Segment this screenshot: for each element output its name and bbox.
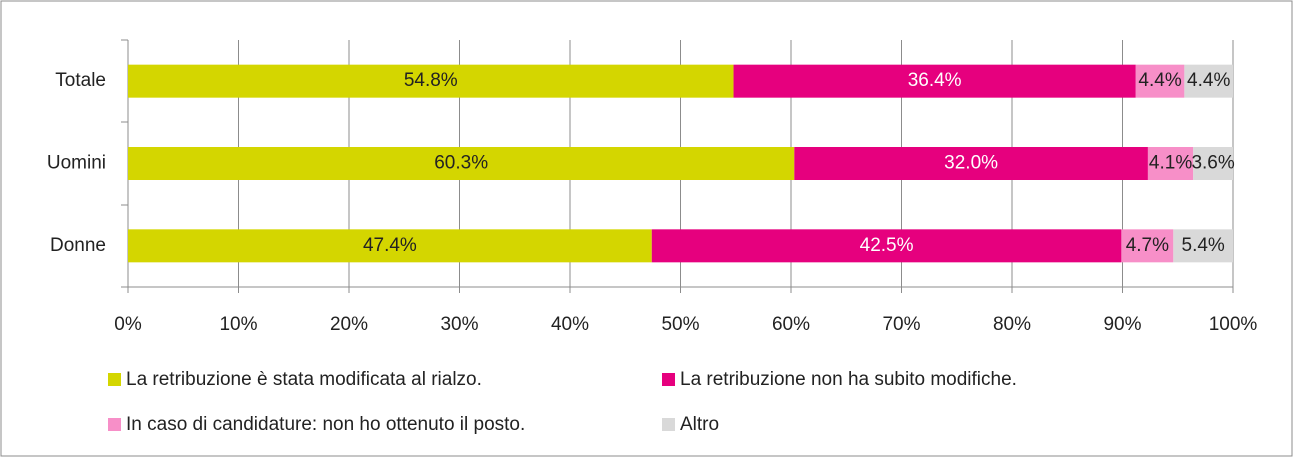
x-tick-label: 0% xyxy=(114,314,142,335)
data-label: 4.7% xyxy=(1126,235,1169,256)
x-tick-label: 60% xyxy=(772,314,810,335)
x-tick-label: 50% xyxy=(661,314,699,335)
data-label: 47.4% xyxy=(363,235,417,256)
x-tick-label: 80% xyxy=(993,314,1031,335)
bar-segment xyxy=(128,64,734,98)
legend-swatch xyxy=(662,373,675,386)
bar-segment xyxy=(1135,64,1185,98)
bar-segment xyxy=(1121,229,1174,263)
bar-segment xyxy=(733,64,1136,98)
bar-segment xyxy=(794,147,1148,180)
bar-segment xyxy=(1173,229,1233,263)
legend-label: La retribuzione non ha subito modifiche. xyxy=(680,369,1017,390)
data-label: 4.1% xyxy=(1149,153,1192,174)
data-label: 54.8% xyxy=(404,70,458,91)
x-tick-label: 20% xyxy=(330,314,368,335)
data-label: 60.3% xyxy=(434,153,488,174)
x-tick-label: 100% xyxy=(1209,314,1258,335)
data-label: 36.4% xyxy=(908,70,962,91)
x-tick-label: 90% xyxy=(1103,314,1141,335)
x-tick-label: 30% xyxy=(440,314,478,335)
x-tick-label: 40% xyxy=(551,314,589,335)
y-tick-label: Totale xyxy=(55,70,106,91)
legend-swatch xyxy=(108,373,121,386)
legend-label: In caso di candidature: non ho ottenuto … xyxy=(126,414,525,435)
legend-label: La retribuzione è stata modificata al ri… xyxy=(126,369,482,390)
bar-segment xyxy=(1184,64,1233,98)
data-label: 4.4% xyxy=(1187,70,1230,91)
data-label: 42.5% xyxy=(860,235,914,256)
legend-label: Altro xyxy=(680,414,719,435)
bar-segment xyxy=(1147,147,1194,180)
y-tick-label: Uomini xyxy=(47,153,106,174)
data-label: 5.4% xyxy=(1182,235,1225,256)
legend-swatch xyxy=(662,418,675,431)
bar-segment xyxy=(1193,147,1233,180)
data-label: 32.0% xyxy=(944,153,998,174)
bar-segment xyxy=(128,147,795,180)
y-tick-label: Donne xyxy=(50,235,106,256)
data-label: 4.4% xyxy=(1138,70,1181,91)
legend-swatch xyxy=(108,418,121,431)
bar-segment xyxy=(651,229,1122,263)
x-tick-label: 10% xyxy=(219,314,257,335)
x-tick-label: 70% xyxy=(882,314,920,335)
data-label: 3.6% xyxy=(1191,153,1234,174)
bar-segment xyxy=(128,229,652,263)
